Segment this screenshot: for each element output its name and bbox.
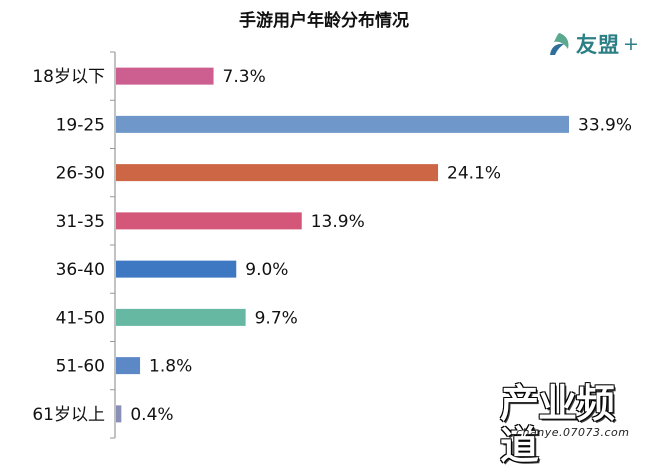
value-label: 9.7% <box>255 308 298 328</box>
brand-plus: + <box>623 33 639 55</box>
category-label: 19-25 <box>56 115 105 135</box>
bar <box>116 308 246 326</box>
bar <box>116 260 237 278</box>
value-label: 0.4% <box>130 405 173 425</box>
value-label: 13.9% <box>311 212 365 232</box>
brand-name: 友盟 <box>576 33 620 57</box>
brand-logo: 友盟 + <box>546 24 639 64</box>
category-label: 41-50 <box>56 308 105 328</box>
category-label: 18岁以下 <box>32 67 105 87</box>
category-label: 26-30 <box>56 164 105 184</box>
watermark: 产业频道 chanye.07073.com <box>500 384 646 468</box>
category-label: 51-60 <box>56 357 105 377</box>
value-label: 33.9% <box>578 115 632 135</box>
value-label: 24.1% <box>447 164 501 184</box>
bar <box>116 357 141 375</box>
value-label: 7.3% <box>223 67 266 87</box>
bar <box>116 405 122 423</box>
chart-title: 手游用户年龄分布情况 <box>239 11 409 31</box>
category-label: 61岁以上 <box>32 405 105 425</box>
bar <box>116 164 439 182</box>
leaf-icon <box>550 33 569 55</box>
bar <box>116 67 214 85</box>
bar <box>116 115 569 133</box>
bar-chart: 18岁以下 19-25 26-30 31-35 36-40 41-50 51-60 61岁以上… <box>32 51 632 439</box>
watermark-url: chanye.07073.com <box>516 426 630 439</box>
value-label: 1.8% <box>149 357 192 377</box>
category-label: 36-40 <box>56 260 105 280</box>
value-label: 9.0% <box>245 260 288 280</box>
category-label: 31-35 <box>56 212 105 232</box>
bar <box>116 212 302 230</box>
